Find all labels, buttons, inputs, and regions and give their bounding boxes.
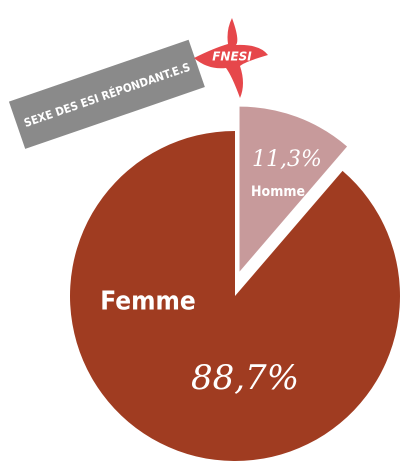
value-label: 11,3% xyxy=(252,147,322,172)
logo-shape xyxy=(194,18,268,98)
logo: FNESI xyxy=(194,18,268,98)
logo-text: FNESI xyxy=(212,50,252,64)
pie-slice xyxy=(239,106,348,272)
category-label: Femme xyxy=(100,287,195,317)
category-label: Homme xyxy=(251,184,305,200)
pie-slice xyxy=(70,131,400,461)
title-banner: SEXE DES ESI RÉPONDANT.E.S xyxy=(8,39,205,149)
pie: 11,3% Homme 88,7% Femme xyxy=(70,106,400,461)
title-box xyxy=(8,39,205,149)
value-label: 88,7% xyxy=(191,358,299,398)
